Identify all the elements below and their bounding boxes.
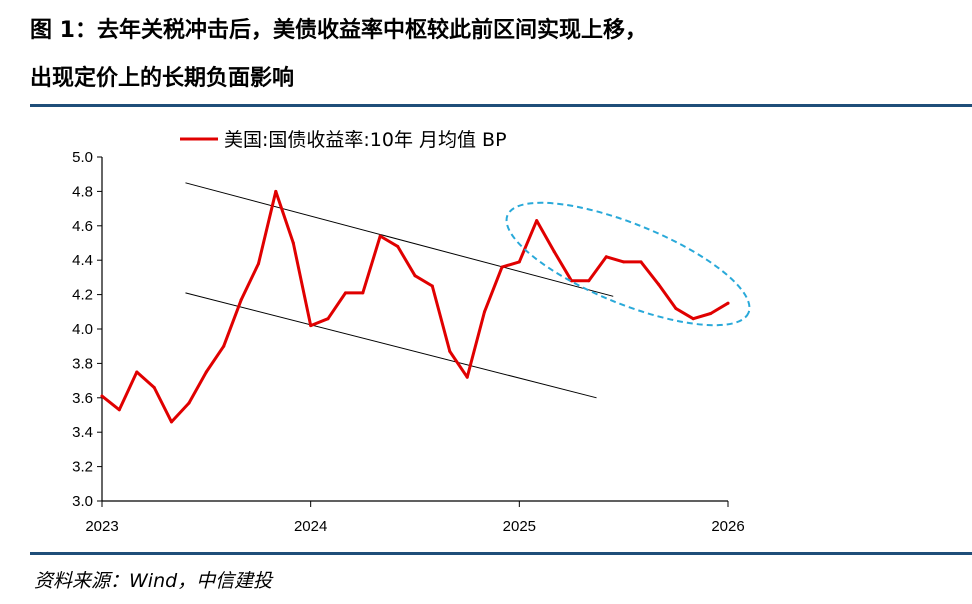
- data-point: [257, 262, 260, 266]
- data-point: [517, 260, 521, 264]
- data-point: [657, 282, 660, 286]
- data-point: [604, 255, 608, 259]
- data-point: [361, 291, 365, 295]
- data-point: [170, 420, 173, 424]
- data-point: [344, 291, 347, 295]
- data-point: [709, 312, 713, 315]
- source-note: 资料来源：Wind，中信建投: [34, 570, 273, 592]
- data-point: [448, 349, 452, 353]
- data-point: [483, 310, 486, 314]
- series: [100, 189, 730, 424]
- y-tick-label: 4.8: [72, 183, 93, 200]
- data-point: [239, 298, 243, 302]
- highlight: [505, 201, 751, 327]
- x-tick-label: 2024: [294, 518, 327, 535]
- data-point: [187, 401, 191, 405]
- data-point: [204, 370, 208, 374]
- data-point: [413, 274, 417, 278]
- data-point: [430, 284, 434, 288]
- data-point: [535, 219, 539, 223]
- top-rule: [30, 104, 972, 107]
- y-tick-label: 4.0: [72, 321, 93, 338]
- y-tick-label: 4.4: [72, 252, 93, 269]
- data-point: [152, 386, 156, 389]
- y-tick-label: 3.2: [72, 459, 93, 476]
- trendline-upper: [185, 182, 614, 297]
- y-tick-label: 4.6: [72, 218, 93, 235]
- axes: 5.0 4.8 4.6 4.4 4.2 4.0 3.8 3.6 3.4 3.2 3.0 2023 202…: [72, 149, 745, 535]
- data-point: [639, 260, 643, 264]
- data-point: [500, 265, 504, 269]
- figure-title-line-1: 图 1：去年关税冲击后，美债收益率中枢较此前区间实现上移，: [30, 18, 647, 43]
- bottom-rule: [30, 552, 972, 555]
- y-tick-label: 4.2: [72, 287, 93, 304]
- y-tick-label: 3.8: [72, 355, 93, 372]
- data-point: [100, 394, 104, 398]
- highlight-ellipse: [505, 201, 751, 327]
- y-tick-label: 3.0: [72, 493, 93, 510]
- data-point: [396, 244, 400, 248]
- data-point: [117, 408, 121, 412]
- trendline-lower: [185, 292, 597, 399]
- data-point: [135, 370, 139, 374]
- data-point: [465, 375, 469, 379]
- y-tick-label: 3.6: [72, 390, 93, 407]
- data-point: [622, 260, 626, 264]
- data-point: [378, 234, 382, 238]
- data-point: [222, 344, 226, 348]
- data-point: [587, 279, 591, 283]
- data-point: [674, 306, 678, 310]
- y-tick-label: 3.4: [72, 424, 93, 441]
- data-point: [291, 241, 295, 245]
- x-tick-label: 2026: [711, 518, 744, 535]
- legend-label: 美国:国债收益率:10年 月均值 BP: [224, 129, 507, 151]
- data-point: [726, 301, 730, 305]
- data-point: [274, 189, 278, 193]
- legend: 美国:国债收益率:10年 月均值 BP: [180, 129, 507, 151]
- x-tick-label: 2023: [85, 518, 118, 535]
- series-line: [100, 189, 730, 424]
- x-tick-label: 2025: [503, 518, 536, 535]
- data-point: [326, 317, 330, 321]
- trendlines: [185, 182, 614, 399]
- data-point: [552, 250, 556, 254]
- data-point: [691, 317, 695, 321]
- y-tick-label: 5.0: [72, 149, 93, 166]
- data-point: [309, 324, 313, 328]
- figure-title-line-2: 出现定价上的长期负面影响: [30, 66, 295, 91]
